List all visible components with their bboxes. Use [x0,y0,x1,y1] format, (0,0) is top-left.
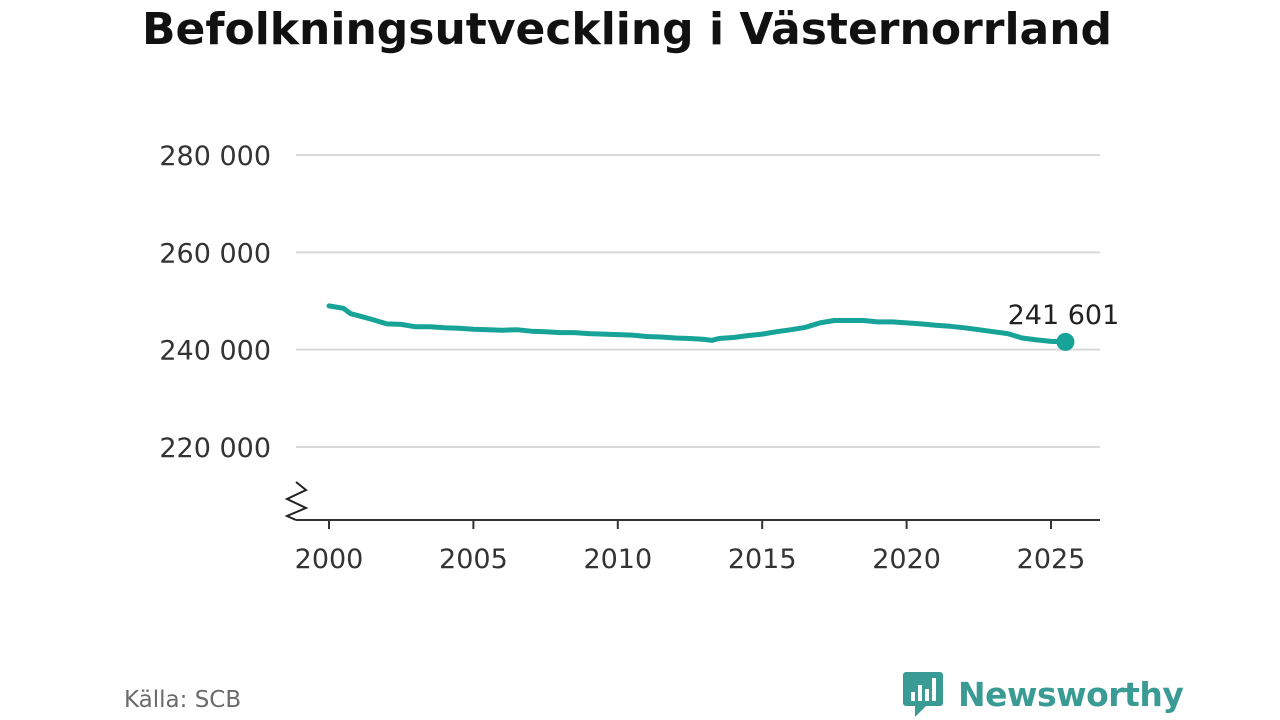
y-axis-tick-labels: 220 000 240 000 260 000 280 000 [159,141,271,464]
end-value-label: 241 601 [1008,300,1120,331]
brand-name: Newsworthy [958,674,1184,714]
y-tick-label: 240 000 [159,336,271,367]
bar-chart-speech-bubble-icon [903,672,943,717]
end-point-marker [1056,332,1075,351]
x-tick-label: 2015 [728,544,797,575]
brand-logo: Newsworthy [902,670,1184,718]
y-tick-label: 220 000 [159,433,271,464]
x-tick-label: 2005 [439,544,508,575]
y-axis-break-icon [284,481,309,521]
source-note: Källa: SCB [124,687,242,713]
series-population [326,303,1075,351]
gridlines [296,154,1100,448]
x-axis-ticks: 2000 2005 2010 2015 2020 2025 [295,520,1086,575]
x-tick-label: 2010 [583,544,652,575]
series-line [326,303,1068,345]
x-tick-label: 2025 [1017,544,1086,575]
x-tick-label: 2000 [295,544,364,575]
x-tick-label: 2020 [872,544,941,575]
y-tick-label: 260 000 [159,238,271,269]
end-point-group: 241 601 [1008,300,1120,331]
chart-title: Befolkningsutveckling i Västernorrland [141,4,1113,55]
x-axis [284,481,1100,521]
y-tick-label: 280 000 [159,141,271,172]
